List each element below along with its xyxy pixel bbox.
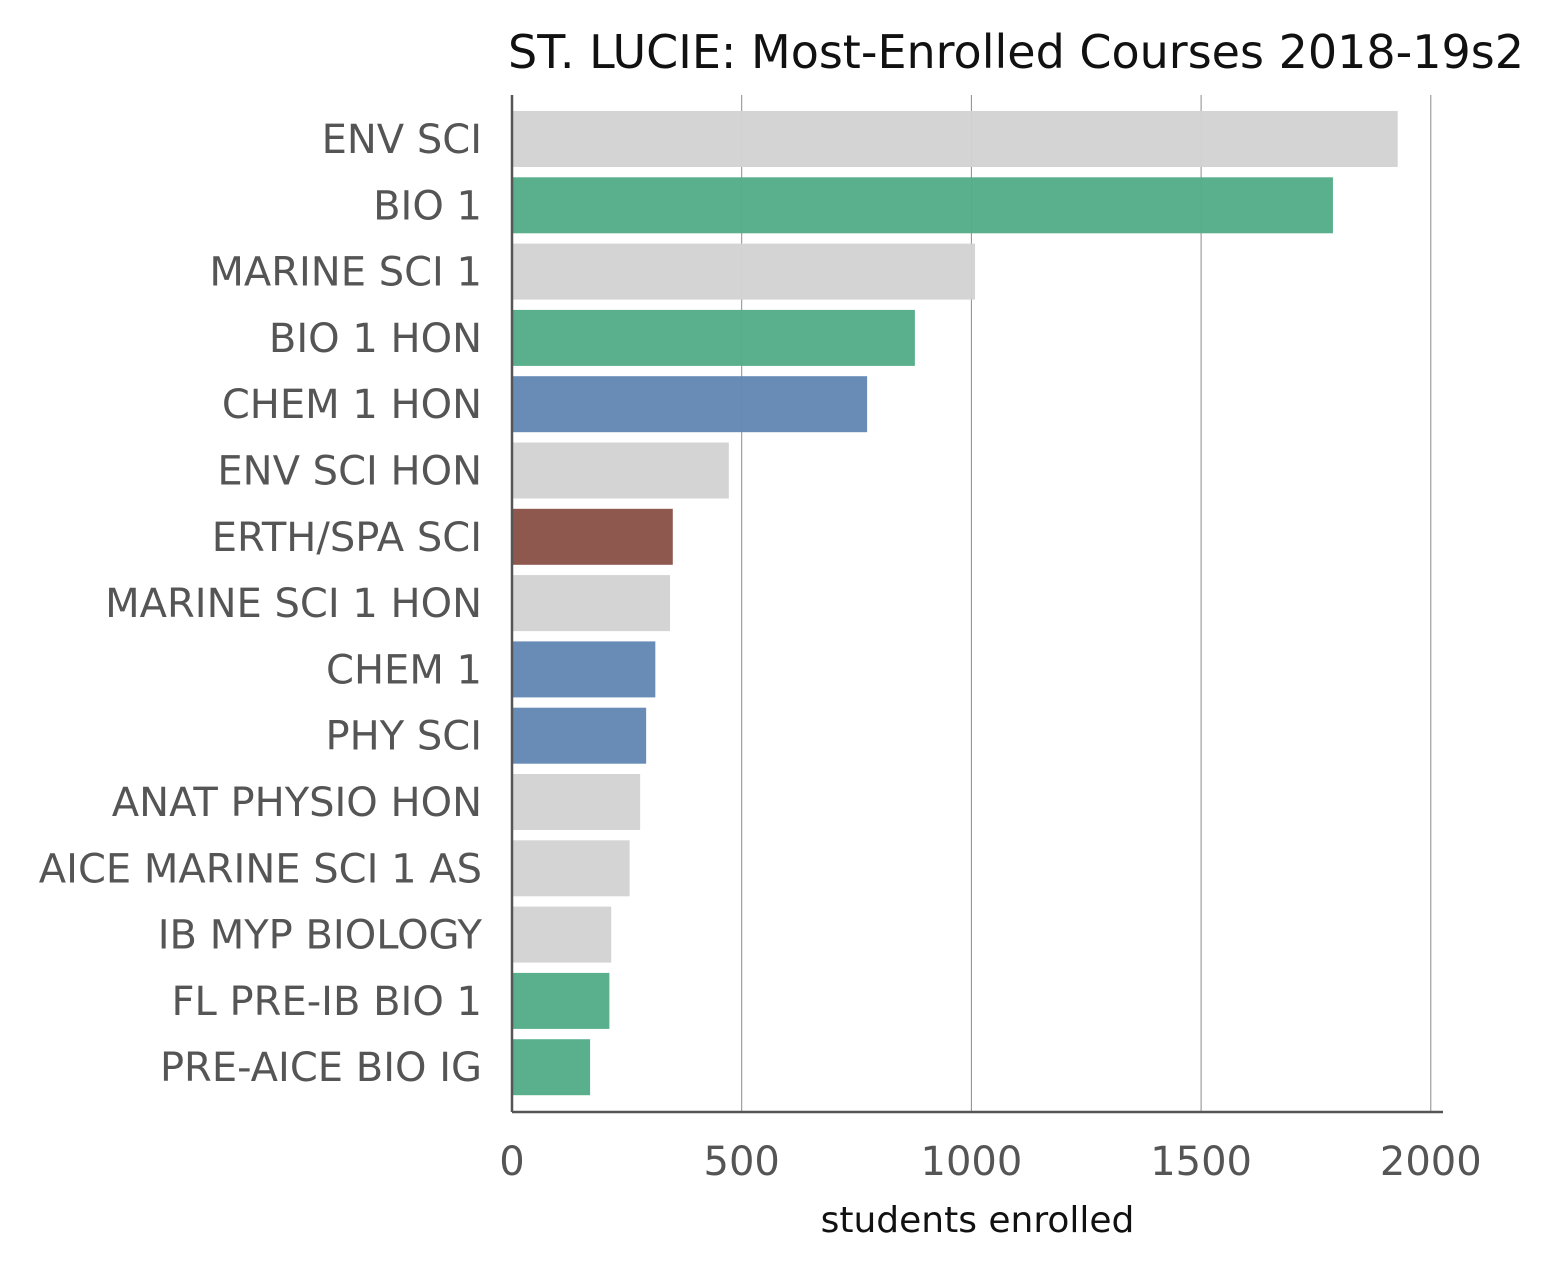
category-label-1: BIO 1	[373, 183, 482, 229]
category-label-4: CHEM 1 HON	[222, 382, 482, 428]
bar-0	[512, 111, 1398, 167]
bar-13	[512, 972, 610, 1029]
bar-1	[512, 177, 1333, 234]
category-label-13: FL PRE-IB BIO 1	[172, 979, 482, 1025]
bar-4	[512, 376, 868, 433]
category-label-11: AICE MARINE SCI 1 AS	[39, 846, 482, 892]
x-tick-label-1500: 1500	[1150, 1139, 1252, 1185]
category-label-14: PRE-AICE BIO IG	[160, 1045, 482, 1091]
category-label-7: MARINE SCI 1 HON	[105, 581, 482, 627]
category-label-12: IB MYP BIOLOGY	[158, 913, 483, 959]
chart-title: ST. LUCIE: Most-Enrolled Courses 2018-19…	[508, 25, 1524, 79]
bar-9	[512, 707, 647, 764]
category-labels: ENV SCI BIO 1 MARINE SCI 1 BIO 1 HON CHEM 1 …	[39, 117, 483, 1091]
bar-2	[512, 243, 976, 300]
x-tick-label-2000: 2000	[1380, 1139, 1482, 1185]
x-tick-label-500: 500	[704, 1139, 780, 1185]
x-tick-label-0: 0	[499, 1139, 524, 1185]
bar-6	[512, 508, 673, 565]
category-label-8: CHEM 1	[326, 647, 482, 693]
category-label-3: BIO 1 HON	[269, 316, 482, 362]
x-tick-label-1000: 1000	[921, 1139, 1023, 1185]
category-label-0: ENV SCI	[322, 117, 482, 163]
bar-10	[512, 774, 641, 830]
category-label-9: PHY SCI	[326, 714, 482, 760]
bar-3	[512, 309, 915, 366]
bars	[512, 111, 1398, 1096]
x-tick-labels: 0 500 1000 1500 2000	[499, 1139, 1481, 1185]
x-axis-title: students enrolled	[821, 1200, 1135, 1241]
bar-12	[512, 906, 612, 963]
category-label-5: ENV SCI HON	[217, 449, 482, 495]
category-label-6: ERTH/SPA SCI	[212, 515, 482, 561]
bar-5	[512, 442, 729, 499]
bar-14	[512, 1039, 591, 1096]
bar-7	[512, 575, 671, 632]
bar-11	[512, 840, 630, 897]
category-label-2: MARINE SCI 1	[209, 250, 482, 296]
bar-8	[512, 641, 656, 698]
category-label-10: ANAT PHYSIO HON	[112, 780, 482, 826]
